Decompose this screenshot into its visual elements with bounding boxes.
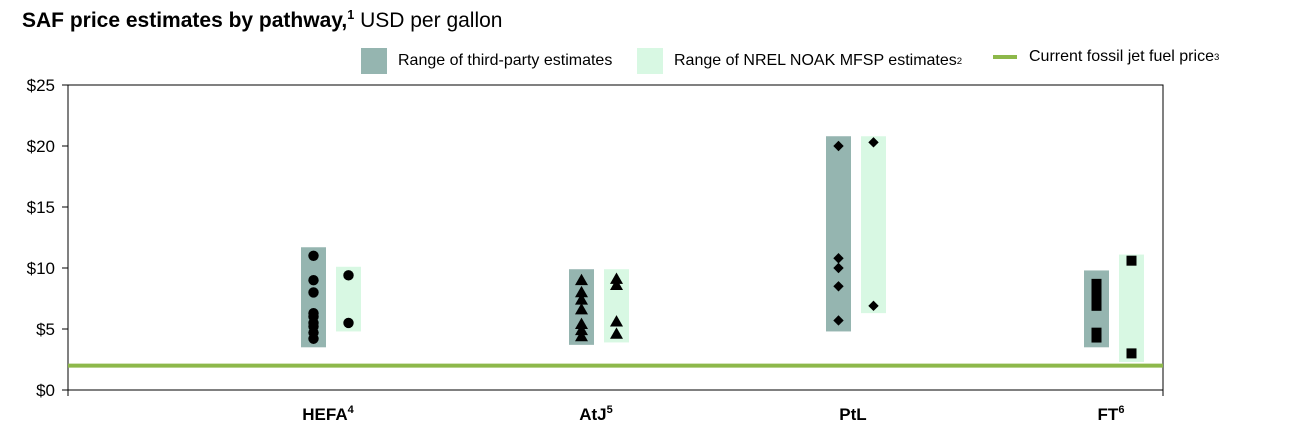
data-point-circle — [308, 333, 319, 344]
chart-title: SAF price estimates by pathway,1 USD per… — [22, 8, 503, 33]
data-point-circle — [343, 317, 354, 329]
chart-legend: Range of third-party estimates Range of … — [0, 48, 1290, 78]
data-point-square — [1091, 283, 1102, 294]
data-point-circle — [308, 250, 319, 261]
data-point-triangle — [575, 293, 588, 305]
category-label-ptl: PtL — [839, 405, 866, 424]
legend-footnote-nrel: 2 — [956, 55, 963, 67]
data-point-circle — [308, 275, 319, 286]
legend-swatch-third-party — [361, 48, 387, 74]
data-point-triangle — [575, 329, 588, 342]
legend-label-nrel: Range of NREL NOAK MFSP estimates — [674, 52, 957, 69]
data-point-triangle — [575, 317, 588, 329]
y-tick-label: $25 — [27, 76, 55, 95]
data-point-triangle — [610, 327, 623, 339]
data-point-triangle — [610, 315, 623, 327]
data-point-square — [1091, 289, 1102, 300]
data-point-triangle — [610, 278, 623, 290]
legend-item-nrel: Range of NREL NOAK MFSP estimates 2 — [637, 48, 962, 74]
y-tick-label: $10 — [27, 259, 55, 278]
data-point-square — [1126, 348, 1137, 359]
data-point-diamond — [833, 253, 844, 264]
y-tick-label: $20 — [27, 137, 55, 156]
data-point-triangle — [575, 285, 588, 298]
data-point-diamond — [833, 281, 844, 292]
data-point-diamond — [868, 137, 879, 148]
data-point-diamond — [833, 315, 844, 326]
chart-title-unit: USD per gallon — [354, 9, 503, 32]
data-point-diamond — [868, 300, 879, 312]
category-label-hefa: HEFA4 — [302, 404, 354, 424]
range-box-nrel — [1119, 254, 1144, 362]
legend-swatch-fossil-jet — [993, 55, 1017, 59]
range-box-nrel — [861, 136, 886, 314]
y-tick-label: $0 — [36, 381, 55, 400]
data-point-circle — [343, 270, 354, 281]
category-label-atj: AtJ5 — [579, 404, 613, 424]
data-point-diamond — [833, 140, 844, 152]
data-point-circle — [308, 287, 319, 298]
y-tick-label: $15 — [27, 198, 55, 217]
range-box-third-party — [826, 136, 851, 332]
data-point-square — [1091, 300, 1102, 311]
data-point-square — [1126, 255, 1137, 266]
category-label-ft: FT6 — [1098, 404, 1125, 424]
data-point-triangle — [575, 302, 588, 315]
legend-item-fossil-jet: Current fossil jet fuel price 3 — [993, 48, 1219, 66]
data-point-square — [1091, 332, 1102, 343]
plot-frame — [67, 84, 1164, 391]
data-point-triangle — [610, 272, 623, 284]
chart-title-footnote: 1 — [347, 8, 355, 22]
legend-footnote-fossil-jet: 3 — [1213, 51, 1220, 63]
legend-label-fossil-jet: Current fossil jet fuel price — [1029, 48, 1214, 65]
data-point-triangle — [575, 323, 588, 336]
y-tick-label: $5 — [36, 320, 55, 339]
data-point-diamond — [833, 262, 844, 274]
legend-label-third-party: Range of third-party estimates — [398, 52, 613, 69]
data-point-triangle — [575, 273, 588, 286]
legend-swatch-nrel — [637, 48, 663, 74]
chart-title-main: SAF price estimates by pathway, — [22, 9, 348, 32]
legend-item-third-party: Range of third-party estimates — [361, 48, 612, 74]
